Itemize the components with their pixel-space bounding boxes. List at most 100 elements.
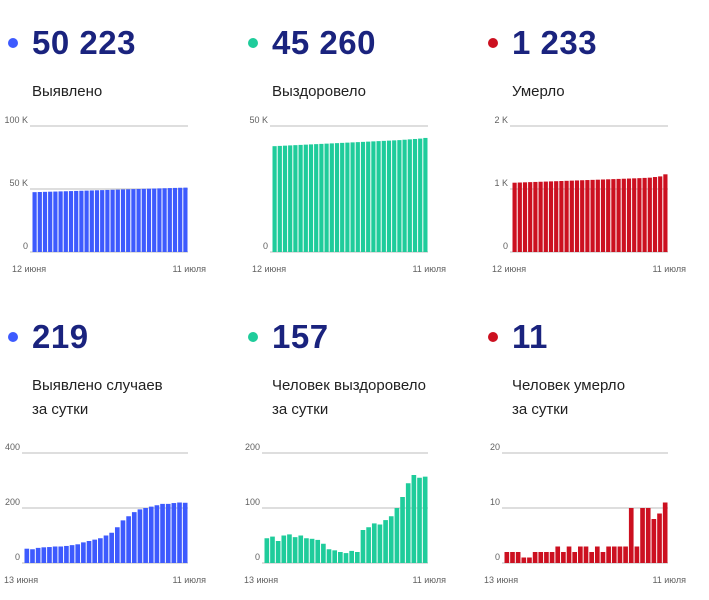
bar — [504, 552, 510, 563]
stat-label-line: Выявлено случаев — [32, 377, 163, 394]
bar — [287, 534, 292, 563]
bar — [392, 140, 397, 252]
bar — [275, 541, 281, 563]
bar — [326, 549, 332, 563]
bar — [272, 146, 277, 252]
bar — [616, 178, 621, 252]
bar — [75, 544, 81, 563]
bar — [371, 141, 376, 252]
bar — [360, 530, 366, 563]
bar — [417, 477, 422, 563]
stat-value: 50 223 — [32, 24, 136, 61]
bar — [81, 542, 86, 564]
bar — [662, 502, 668, 563]
bar — [141, 188, 146, 252]
bar — [383, 520, 388, 563]
bar — [381, 140, 386, 252]
bar — [532, 552, 538, 563]
bar — [647, 177, 652, 252]
bar — [377, 524, 383, 563]
bar — [64, 545, 69, 563]
panel-deaths-daily: 11 Человек умерло за сутки 0 10 20 13 июня 11 и… — [480, 294, 709, 585]
y-tick-label: 1 K — [494, 178, 508, 188]
bar — [642, 177, 647, 252]
bar — [37, 192, 42, 252]
y-tick-label: 0 — [503, 241, 508, 251]
bar — [143, 508, 148, 563]
bar — [52, 546, 58, 563]
bar — [53, 191, 58, 252]
bar — [388, 516, 394, 563]
stat-value: 1 233 — [512, 24, 598, 61]
y-tick-label: 400 — [5, 442, 20, 452]
bar — [578, 546, 583, 563]
bar — [332, 550, 338, 563]
y-tick-label: 100 K — [4, 115, 28, 125]
bar — [100, 190, 105, 252]
bar — [98, 538, 103, 563]
bar — [183, 187, 188, 252]
bar — [564, 180, 569, 252]
bar-chart: 0 10 20 13 июня 11 июля — [484, 442, 686, 585]
stat-label-line: Выявлено — [32, 83, 103, 100]
stat-label: Выздоровело — [272, 80, 366, 104]
bar — [298, 144, 303, 252]
stat-label-line: за сутки — [272, 401, 329, 418]
stat-value: 45 260 — [272, 24, 376, 61]
bar — [350, 142, 355, 252]
bar — [510, 552, 515, 563]
bar — [663, 174, 668, 252]
bar — [606, 546, 611, 563]
bar — [594, 546, 600, 563]
bar — [407, 139, 412, 252]
y-tick-label: 100 — [245, 497, 260, 507]
bar — [137, 509, 143, 564]
bar — [172, 187, 178, 252]
x-label-end: 11 июля — [412, 575, 446, 585]
bar — [548, 181, 554, 252]
bar — [86, 541, 92, 563]
bar — [512, 182, 517, 252]
bar — [157, 188, 162, 252]
bar — [517, 182, 522, 252]
y-tick-label: 0 — [15, 552, 20, 562]
bar — [394, 508, 400, 563]
x-label-end: 11 июля — [652, 264, 686, 274]
bar — [355, 142, 360, 252]
bar — [303, 144, 308, 252]
bar — [645, 508, 651, 563]
bar — [376, 141, 381, 252]
bar — [288, 145, 293, 252]
bar — [309, 538, 315, 563]
bar — [84, 190, 89, 252]
bar — [522, 182, 528, 252]
panel-recovered-daily: 157 Человек выздоровело за сутки 0 100 200 13 … — [240, 294, 470, 585]
bar — [298, 535, 304, 563]
bar — [549, 552, 555, 563]
bar — [371, 523, 377, 563]
y-tick-label: 0 — [263, 241, 268, 251]
bar — [126, 189, 131, 252]
stat-value: 157 — [272, 318, 329, 355]
bar — [58, 546, 64, 563]
bar — [412, 138, 418, 252]
bar — [282, 145, 288, 252]
bar — [321, 543, 326, 563]
bar-chart: 0 50 K 100 K 12 июня 11 июля — [4, 115, 206, 274]
bar — [131, 512, 137, 564]
bar — [585, 180, 590, 252]
bar — [154, 505, 160, 563]
bar — [566, 546, 572, 563]
stat-label-line: Умерло — [512, 83, 565, 100]
panel-confirmed-total: 50 223 Выявлено 0 50 K 100 K 12 июня 11 июля — [0, 0, 230, 290]
bar — [343, 553, 349, 563]
bar — [651, 519, 657, 563]
bar — [177, 502, 182, 563]
y-tick-label: 2 K — [494, 115, 508, 125]
bar — [572, 552, 578, 563]
bar — [120, 520, 126, 564]
bar — [103, 535, 109, 563]
bar — [533, 181, 538, 252]
bar — [94, 190, 100, 252]
bar — [277, 145, 282, 252]
